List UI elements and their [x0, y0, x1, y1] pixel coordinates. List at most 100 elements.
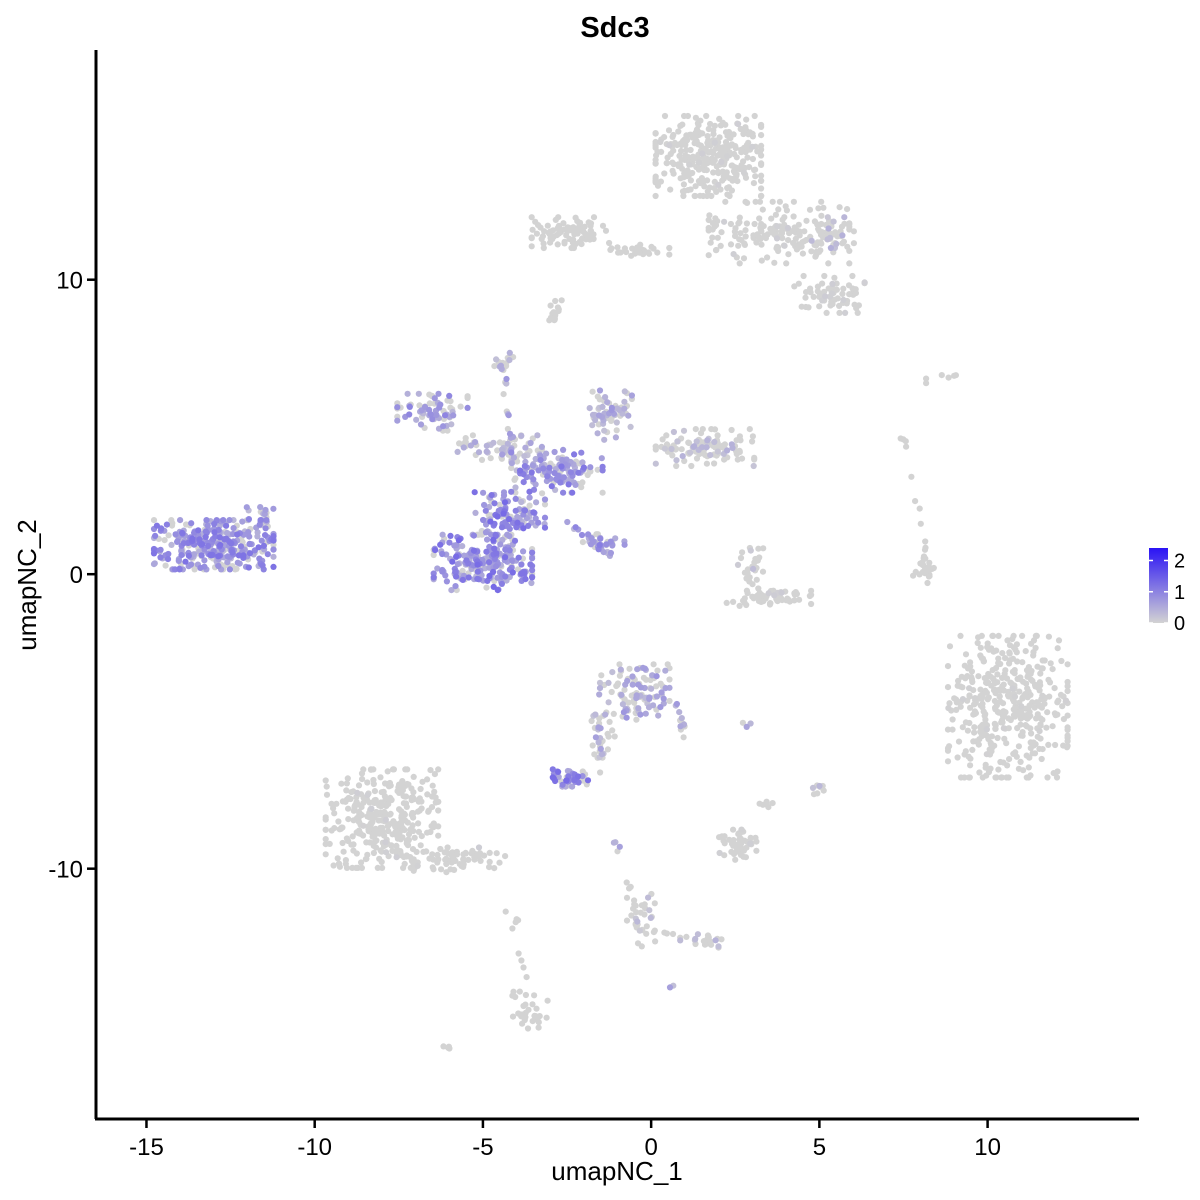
cell-point	[474, 561, 481, 568]
cell-point	[410, 827, 417, 835]
cell-point	[522, 1014, 529, 1021]
cell-point	[483, 442, 490, 449]
cell-point	[543, 450, 550, 457]
cell-point	[528, 469, 535, 476]
cell-point	[659, 436, 666, 443]
cell-point	[496, 859, 503, 866]
cell-point	[831, 274, 838, 281]
cell-point	[743, 723, 750, 731]
cell-point	[616, 407, 623, 414]
cell-point	[999, 700, 1007, 707]
cell-point	[645, 249, 652, 256]
cell-point	[759, 206, 766, 213]
cell-point	[520, 479, 527, 486]
cell-point	[410, 789, 417, 796]
cell-point	[984, 640, 991, 647]
cell-point	[825, 260, 832, 267]
cell-point	[678, 141, 685, 149]
cell-point	[490, 583, 497, 591]
cell-point	[508, 557, 516, 564]
cell-point	[742, 227, 749, 234]
cell-point	[692, 114, 700, 121]
cell-point	[641, 665, 649, 672]
cell-point	[732, 225, 739, 232]
cell-point	[1019, 694, 1026, 701]
cell-point	[1024, 685, 1031, 692]
cell-point	[808, 237, 815, 244]
cell-point	[676, 709, 683, 716]
cell-point	[633, 692, 640, 699]
cell-point	[424, 776, 431, 783]
cell-point	[433, 411, 440, 418]
cell-point	[815, 205, 822, 212]
cell-point	[614, 682, 621, 689]
cell-point	[424, 791, 431, 798]
cell-point	[714, 234, 721, 241]
cell-point	[662, 667, 669, 674]
cell-point	[758, 177, 765, 184]
cell-point	[506, 430, 514, 437]
cell-point	[640, 674, 648, 681]
cell-point	[623, 879, 630, 886]
cell-point	[486, 864, 493, 871]
cell-point	[668, 445, 675, 453]
cell-point	[709, 234, 716, 241]
cell-point	[731, 169, 739, 176]
cell-point	[270, 537, 277, 544]
cell-point	[338, 780, 345, 787]
cell-point	[371, 788, 378, 795]
cell-point	[1011, 713, 1019, 720]
cell-point	[413, 416, 420, 423]
cell-point	[343, 780, 350, 787]
cell-point	[390, 766, 397, 773]
cell-point	[954, 754, 961, 761]
cell-point	[574, 218, 581, 225]
cell-point	[349, 864, 356, 872]
cell-point	[1045, 633, 1052, 640]
cell-point	[578, 449, 585, 456]
cell-point	[755, 545, 762, 552]
cell-point	[1018, 703, 1025, 710]
cell-point	[223, 522, 230, 529]
cell-point	[464, 394, 471, 402]
cell-point	[749, 433, 757, 440]
cell-point	[322, 777, 329, 784]
cell-point	[1034, 684, 1041, 691]
cell-point	[1060, 742, 1067, 749]
cell-point	[423, 848, 430, 855]
cell-point	[1059, 703, 1066, 710]
cell-point	[331, 810, 338, 817]
cell-point	[849, 272, 856, 280]
cell-point	[661, 929, 668, 936]
cell-point	[1045, 741, 1052, 749]
cell-point	[409, 810, 416, 817]
cell-point	[746, 129, 754, 136]
cell-point	[179, 529, 186, 536]
cell-point	[594, 430, 601, 437]
cell-point	[711, 460, 718, 467]
cell-point	[597, 745, 604, 753]
cell-point	[502, 853, 509, 860]
cell-point	[363, 855, 370, 862]
cell-point	[923, 375, 930, 382]
cell-point	[544, 222, 551, 229]
cell-point	[1054, 699, 1061, 706]
cell-point	[203, 517, 210, 524]
cell-point	[661, 445, 669, 452]
cell-point	[1011, 693, 1019, 700]
cell-point	[528, 579, 535, 587]
x-axis-ticks: -15 -10 -5 0 5 10	[129, 1119, 1001, 1161]
cell-point	[580, 464, 588, 471]
cell-point	[683, 933, 690, 941]
cell-point	[1019, 632, 1026, 640]
cell-point	[710, 127, 717, 134]
cell-point	[1044, 774, 1051, 781]
cell-point	[711, 426, 719, 433]
cell-point	[494, 447, 501, 454]
cell-point	[992, 721, 999, 728]
cell-point	[601, 427, 608, 434]
cell-point	[260, 542, 267, 550]
cell-point	[370, 776, 377, 784]
cell-point	[188, 561, 195, 568]
cell-point	[670, 147, 677, 154]
